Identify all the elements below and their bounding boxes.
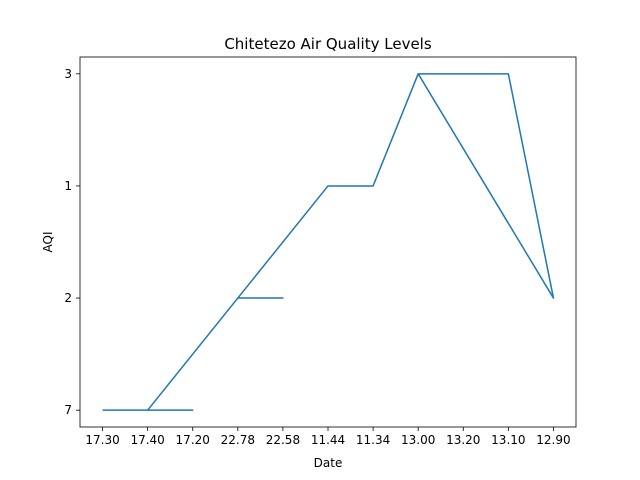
x-tick-label: 13.20 [446, 433, 480, 447]
line [102, 73, 555, 411]
x-tick-label: 22.78 [221, 433, 255, 447]
x-tick-label: 13.10 [491, 433, 525, 447]
y-tick-label: 7 [64, 403, 72, 417]
x-tick-label: 12.90 [536, 433, 570, 447]
x-tick-label: 22.58 [266, 433, 300, 447]
x-tick-label: 17.40 [130, 433, 164, 447]
x-axis-label: Date [314, 456, 343, 470]
x-tick-label: 17.20 [176, 433, 210, 447]
x-tick-label: 11.34 [356, 433, 390, 447]
x-tick-label: 11.44 [311, 433, 345, 447]
y-tick-label: 3 [64, 67, 72, 81]
y-axis-label: AQI [41, 232, 55, 253]
y-tick-label: 1 [64, 179, 72, 193]
x-tick-label: 13.00 [401, 433, 435, 447]
y-tick-label: 2 [64, 291, 72, 305]
plot-frame [79, 56, 577, 428]
x-tick-label: 17.30 [85, 433, 119, 447]
chart-title: Chitetezo Air Quality Levels [224, 35, 432, 53]
